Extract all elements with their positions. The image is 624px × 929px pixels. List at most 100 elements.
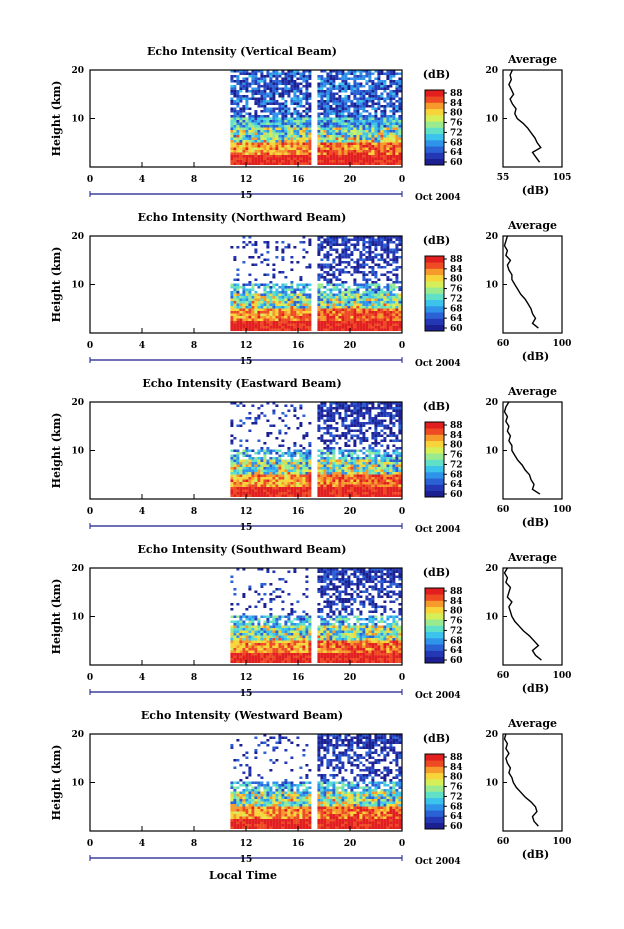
heatmap-cell — [359, 412, 363, 415]
heatmap-cell — [386, 77, 390, 80]
heatmap-cell — [254, 283, 258, 286]
heatmap-cell — [356, 464, 360, 467]
heatmap-cell — [284, 452, 288, 455]
heatmap-cell — [335, 85, 339, 88]
heatmap-cell — [281, 326, 285, 329]
heatmap-cell — [374, 298, 378, 301]
heatmap-cell — [365, 308, 369, 311]
heatmap-cell — [362, 492, 366, 495]
heatmap-cell — [263, 303, 267, 306]
heatmap-cell — [329, 110, 333, 113]
heatmap-cell — [242, 311, 246, 314]
heatmap-cell — [368, 278, 372, 281]
heatmap-cell — [266, 283, 270, 286]
heatmap-cell — [350, 132, 354, 135]
heatmap-cell — [350, 162, 354, 165]
heatmap-cell — [353, 457, 357, 460]
heatmap-cell — [374, 238, 378, 241]
heatmap-cell — [281, 313, 285, 316]
heatmap-cell — [290, 306, 294, 309]
heatmap-cell — [290, 494, 294, 497]
heatmap-cell — [359, 414, 363, 417]
heatmap-cell — [302, 105, 306, 108]
heatmap-cell — [275, 479, 279, 482]
heatmap-cell — [392, 75, 396, 78]
heatmap-cell — [317, 152, 321, 155]
heatmap-cell — [371, 452, 375, 455]
heatmap-cell — [335, 427, 339, 430]
heatmap-cell — [254, 462, 258, 465]
heatmap-cell — [257, 130, 261, 133]
heatmap-cell — [284, 482, 288, 485]
heatmap-cell — [257, 487, 261, 490]
heatmap-cell — [389, 308, 393, 311]
heatmap-cell — [383, 328, 387, 331]
heatmap-cell — [371, 122, 375, 125]
heatmap-cell — [257, 479, 261, 482]
heatmap-cell — [350, 449, 354, 452]
heatmap-cell — [293, 414, 297, 417]
heatmap-cell — [323, 427, 327, 430]
heatmap-cell — [236, 467, 240, 470]
heatmap-cell — [257, 472, 261, 475]
heatmap-cell — [362, 404, 366, 407]
heatmap-cell — [368, 157, 372, 160]
heatmap-cell — [245, 130, 249, 133]
heatmap-cell — [302, 147, 306, 150]
heatmap-cell — [344, 127, 348, 130]
heatmap-cell — [371, 152, 375, 155]
heatmap-cell — [398, 454, 402, 457]
heatmap-cell — [269, 477, 273, 480]
heatmap-cell — [299, 328, 303, 331]
heatmap-cell — [383, 160, 387, 163]
heatmap-cell — [362, 422, 366, 425]
heatmap-cell — [347, 580, 351, 583]
heatmap-cell — [257, 328, 261, 331]
heatmap-cell — [338, 122, 342, 125]
heatmap-cell — [383, 105, 387, 108]
heatmap-cell — [317, 469, 321, 472]
heatmap-cell — [329, 75, 333, 78]
heatmap-cell — [374, 489, 378, 492]
heatmap-cell — [302, 318, 306, 321]
heatmap-cell — [362, 110, 366, 113]
heatmap-cell — [278, 135, 282, 138]
heatmap-cell — [347, 489, 351, 492]
heatmap-cell — [377, 494, 381, 497]
heatmap-cell — [245, 296, 249, 299]
heatmap-cell — [263, 311, 267, 314]
heatmap-cell — [308, 492, 312, 495]
heatmap-cell — [251, 474, 255, 477]
heatmap-cell — [245, 87, 249, 90]
heatmap-cell — [338, 570, 342, 573]
heatmap-cell — [398, 150, 402, 153]
heatmap-cell — [308, 82, 312, 85]
heatmap-cell — [365, 404, 369, 407]
heatmap-cell — [338, 301, 342, 304]
heatmap-cell — [326, 318, 330, 321]
heatmap-cell — [371, 135, 375, 138]
heatmap-cell — [383, 97, 387, 100]
heatmap-cell — [266, 145, 270, 148]
heatmap-cell — [299, 278, 303, 281]
heatmap-cell — [350, 122, 354, 125]
heatmap-cell — [374, 449, 378, 452]
heatmap-cell — [362, 97, 366, 100]
heatmap-cell — [278, 107, 282, 110]
heatmap-cell — [380, 474, 384, 477]
heatmap-cell — [257, 100, 261, 103]
heatmap-cell — [371, 145, 375, 148]
heatmap-cell — [338, 152, 342, 155]
heatmap-cell — [332, 306, 336, 309]
heatmap-cell — [299, 482, 303, 485]
heatmap-cell — [377, 318, 381, 321]
heatmap-cell — [395, 459, 399, 462]
heatmap-cell — [284, 459, 288, 462]
heatmap-cell — [305, 82, 309, 85]
heatmap-cell — [359, 142, 363, 145]
heatmap-cell — [344, 311, 348, 314]
heatmap-cell — [362, 95, 366, 98]
heatmap-cell — [362, 469, 366, 472]
heatmap-cell — [272, 472, 276, 475]
x-tick-label: 12 — [240, 341, 253, 351]
